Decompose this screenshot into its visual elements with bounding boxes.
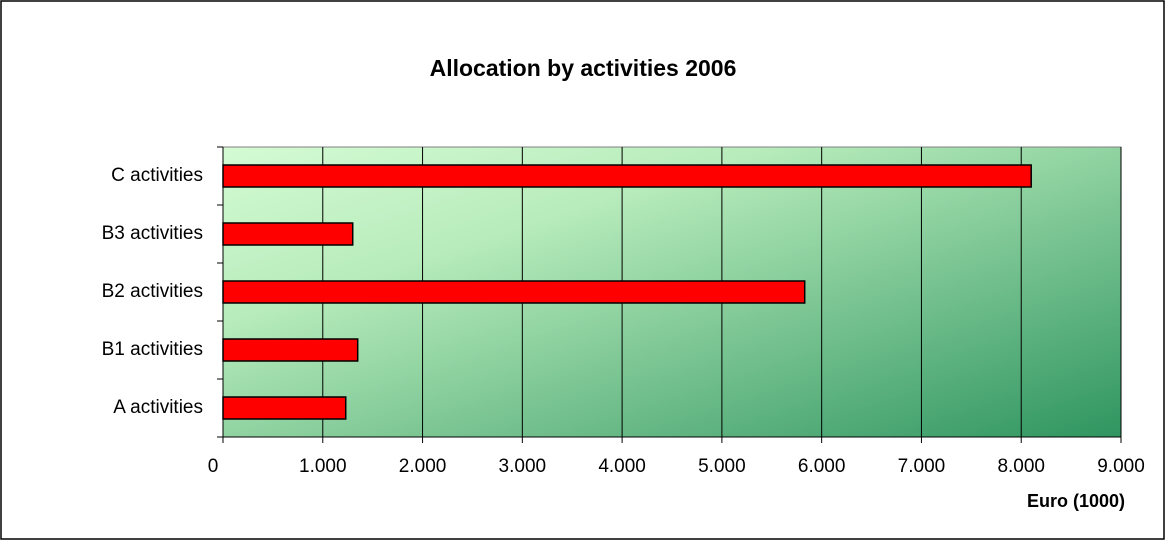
bar bbox=[222, 280, 806, 304]
x-axis-label: Euro (1000) bbox=[1027, 491, 1125, 511]
x-tick-label: 3.000 bbox=[499, 456, 547, 477]
x-tick-label: 8.000 bbox=[997, 456, 1045, 477]
x-tick-label: 4.000 bbox=[598, 456, 646, 477]
y-tick-label: B3 activities bbox=[102, 223, 203, 244]
bar bbox=[222, 396, 347, 420]
x-tick-label: 1.000 bbox=[299, 456, 347, 477]
x-tick-label: 5.000 bbox=[698, 456, 746, 477]
bar bbox=[222, 338, 359, 362]
y-tick-label: B2 activities bbox=[102, 281, 203, 302]
x-tick-label: 2.000 bbox=[399, 456, 447, 477]
y-tick-label: B1 activities bbox=[102, 339, 203, 360]
bar bbox=[222, 222, 354, 246]
x-tick-label: 0 bbox=[208, 456, 219, 477]
x-tick-label: 9.000 bbox=[1097, 456, 1145, 477]
y-tick-label: A activities bbox=[113, 397, 203, 418]
x-tick-label: 6.000 bbox=[798, 456, 846, 477]
chart-title: Allocation by activities 2006 bbox=[430, 55, 737, 81]
y-tick-label: C activities bbox=[111, 165, 203, 186]
x-tick-label: 7.000 bbox=[898, 456, 946, 477]
bar bbox=[222, 164, 1032, 188]
